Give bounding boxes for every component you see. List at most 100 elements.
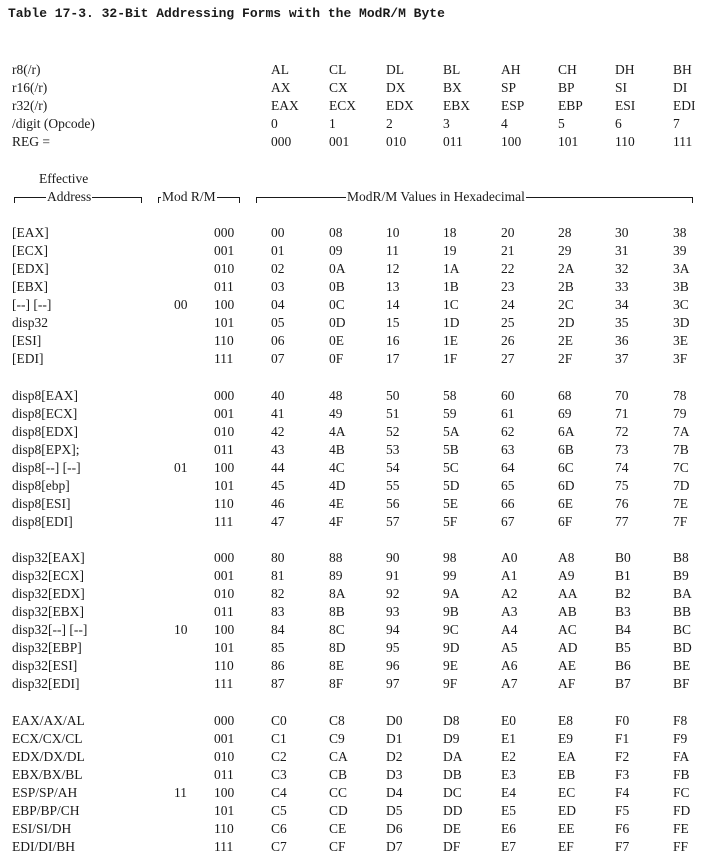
hex-value-cell: A6	[501, 658, 518, 673]
header-row-value: SI	[615, 80, 628, 95]
hex-value-cell: 99	[443, 568, 457, 583]
address-cell: disp8[--] [--]	[12, 460, 81, 475]
hex-value-cell: 03	[271, 279, 285, 294]
hex-value-cell: 4E	[329, 496, 344, 511]
hex-value-cell: 9F	[443, 676, 458, 691]
hex-value-cell: 7A	[673, 424, 690, 439]
hex-value-cell: 91	[386, 568, 400, 583]
hex-value-cell: 0F	[329, 351, 344, 366]
hex-value-cell: 53	[386, 442, 400, 457]
hex-value-cell: 55	[386, 478, 400, 493]
hex-value-cell: 7C	[673, 460, 689, 475]
address-cell: [ESI]	[12, 333, 42, 348]
effective-address-rule-right	[141, 197, 142, 203]
hex-value-cell: 73	[615, 442, 629, 457]
hex-value-cell: 30	[615, 225, 629, 240]
hex-value-cell: 45	[271, 478, 285, 493]
header-row-value: 2	[386, 116, 393, 131]
mod-cell: 00	[174, 297, 188, 312]
header-row-value: ESI	[615, 98, 636, 113]
hex-value-cell: B2	[615, 586, 631, 601]
address-cell: [--] [--]	[12, 297, 52, 312]
header-row-value: BX	[443, 80, 462, 95]
hex-value-cell: 06	[271, 333, 285, 348]
hex-value-cell: 33	[615, 279, 629, 294]
hex-value-cell: 6D	[558, 478, 575, 493]
hex-value-cell: 56	[386, 496, 400, 511]
address-cell: disp8[ESI]	[12, 496, 71, 511]
hex-value-cell: B4	[615, 622, 631, 637]
hex-value-cell: 02	[271, 261, 285, 276]
hex-value-cell: 6C	[558, 460, 574, 475]
hex-value-cell: B6	[615, 658, 631, 673]
hex-value-cell: 83	[271, 604, 285, 619]
hex-value-cell: 9A	[443, 586, 460, 601]
hex-value-cell: A0	[501, 550, 518, 565]
hex-value-cell: B1	[615, 568, 631, 583]
effective-address-header-line2: Address	[46, 189, 93, 205]
hex-value-cell: 1E	[443, 333, 458, 348]
rm-cell: 000	[214, 388, 235, 403]
hex-value-cell: FB	[673, 767, 690, 782]
rm-cell: 011	[214, 767, 234, 782]
hex-value-cell: 5A	[443, 424, 460, 439]
rm-cell: 010	[214, 586, 235, 601]
hex-value-cell: 61	[501, 406, 515, 421]
hex-value-cell: 76	[615, 496, 629, 511]
hex-value-cell: AC	[558, 622, 577, 637]
hex-value-cell: 2D	[558, 315, 575, 330]
address-cell: [EDI]	[12, 351, 44, 366]
hex-value-cell: 31	[615, 243, 629, 258]
hex-value-cell: F1	[615, 731, 630, 746]
hex-value-cell: 1D	[443, 315, 460, 330]
hex-value-cell: 72	[615, 424, 629, 439]
hex-value-cell: 27	[501, 351, 515, 366]
hex-value-cell: 41	[271, 406, 285, 421]
hex-value-cell: B8	[673, 550, 689, 565]
hex-value-cell: 2F	[558, 351, 573, 366]
hex-value-cell: 14	[386, 297, 400, 312]
hex-value-cell: 8B	[329, 604, 345, 619]
hex-value-cell: 57	[386, 514, 400, 529]
address-cell: EBP/BP/CH	[12, 803, 80, 818]
rm-cell: 011	[214, 442, 234, 457]
rm-cell: 111	[214, 839, 234, 854]
hex-value-cell: 0A	[329, 261, 346, 276]
hex-value-cell: 13	[386, 279, 400, 294]
hex-value-cell: 1A	[443, 261, 460, 276]
address-cell: disp32	[12, 315, 49, 330]
hex-value-cell: BD	[673, 640, 692, 655]
hex-value-cell: 2E	[558, 333, 573, 348]
hex-value-cell: AD	[558, 640, 578, 655]
hex-value-cell: FC	[673, 785, 690, 800]
address-cell: disp32[EBP]	[12, 640, 82, 655]
hex-value-cell: D5	[386, 803, 403, 818]
rm-cell: 101	[214, 315, 235, 330]
hex-value-cell: 97	[386, 676, 400, 691]
hex-value-cell: CD	[329, 803, 348, 818]
hex-value-cell: 47	[271, 514, 285, 529]
mod-rm-header: Mod R/M	[161, 189, 217, 205]
header-row-value: CH	[558, 62, 577, 77]
header-row-value: DL	[386, 62, 404, 77]
hex-value-cell: 44	[271, 460, 285, 475]
hex-value-cell: 9B	[443, 604, 459, 619]
hex-value-cell: 8A	[329, 586, 346, 601]
header-row-value: 101	[558, 134, 579, 149]
hex-value-cell: 4B	[329, 442, 345, 457]
hex-value-cell: F5	[615, 803, 630, 818]
header-row-label: /digit (Opcode)	[12, 116, 95, 131]
hex-value-cell: E1	[501, 731, 516, 746]
hex-value-cell: 00	[271, 225, 285, 240]
hex-value-cell: FD	[673, 803, 691, 818]
address-cell: EAX/AX/AL	[12, 713, 85, 728]
hex-value-cell: 79	[673, 406, 687, 421]
hex-value-cell: AB	[558, 604, 577, 619]
hex-value-cell: 8F	[329, 676, 344, 691]
address-cell: EDI/DI/BH	[12, 839, 75, 854]
header-row-value: 100	[501, 134, 522, 149]
header-row-value: EBP	[558, 98, 583, 113]
mod-cell: 01	[174, 460, 188, 475]
header-row-value: BL	[443, 62, 461, 77]
rm-cell: 110	[214, 496, 234, 511]
